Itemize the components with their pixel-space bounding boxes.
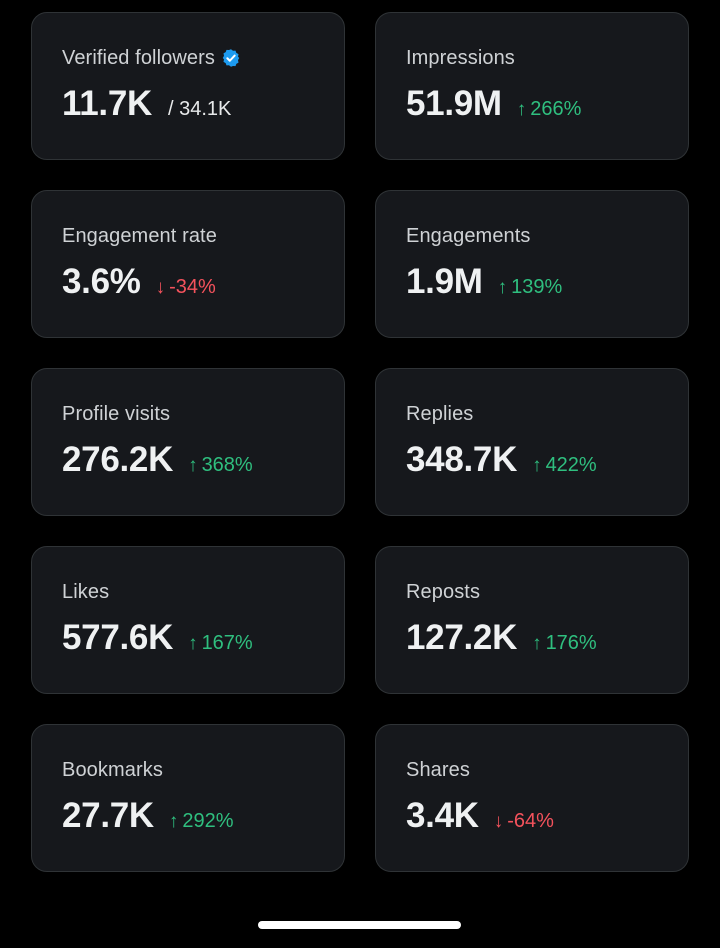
- value-row: 27.7K ↑ 292%: [62, 796, 344, 836]
- metric-total: / 34.1K: [167, 98, 232, 120]
- arrow-up-icon: ↑: [516, 99, 527, 120]
- card-impressions[interactable]: Impressions 51.9M ↑ 266%: [375, 12, 689, 160]
- value-row: 11.7K / 34.1K: [62, 84, 344, 124]
- metric-value: 577.6K: [62, 618, 174, 657]
- metric-change: ↑ 176%: [532, 632, 597, 655]
- arrow-down-icon: ↓: [155, 277, 166, 298]
- arrow-up-icon: ↑: [532, 455, 542, 476]
- change-percent: -34%: [169, 276, 216, 298]
- metric-change: ↑ 266%: [517, 98, 582, 121]
- arrow-up-icon: ↑: [188, 633, 198, 654]
- change-percent: 139%: [511, 276, 563, 298]
- card-verified-followers[interactable]: Verified followers 11.7K / 34.1K: [31, 12, 345, 160]
- change-percent: 176%: [545, 632, 597, 654]
- arrow-down-icon: ↓: [493, 811, 504, 832]
- card-shares[interactable]: Shares 3.4K ↓ -64%: [375, 724, 689, 872]
- value-row: 3.6% ↓ -34%: [62, 262, 344, 302]
- value-row: 3.4K ↓ -64%: [406, 796, 688, 836]
- change-percent: 167%: [201, 632, 253, 654]
- metric-change: ↓ -64%: [494, 810, 554, 833]
- card-replies[interactable]: Replies 348.7K ↑ 422%: [375, 368, 689, 516]
- metric-change: ↓ -34%: [156, 276, 216, 299]
- card-engagement-rate[interactable]: Engagement rate 3.6% ↓ -34%: [31, 190, 345, 338]
- arrow-up-icon: ↑: [497, 277, 508, 298]
- metric-value: 3.4K: [406, 796, 479, 835]
- card-profile-visits[interactable]: Profile visits 276.2K ↑ 368%: [31, 368, 345, 516]
- value-row: 348.7K ↑ 422%: [406, 440, 688, 480]
- arrow-up-icon: ↑: [188, 455, 198, 476]
- card-label-row: Verified followers: [62, 46, 344, 70]
- metric-change: ↑ 292%: [169, 810, 234, 833]
- verified-badge-icon: [221, 48, 241, 68]
- change-percent: 422%: [545, 454, 597, 476]
- card-label: Shares: [406, 759, 470, 781]
- card-label: Replies: [406, 403, 474, 425]
- metric-change: ↑ 422%: [532, 454, 597, 477]
- metric-value: 348.7K: [406, 440, 518, 479]
- change-percent: -64%: [507, 810, 554, 832]
- metric-change: ↑ 167%: [188, 632, 253, 655]
- card-label: Bookmarks: [62, 759, 163, 781]
- change-percent: 266%: [530, 98, 582, 120]
- change-percent: 368%: [201, 454, 253, 476]
- metric-value: 276.2K: [62, 440, 174, 479]
- card-engagements[interactable]: Engagements 1.9M ↑ 139%: [375, 190, 689, 338]
- home-indicator[interactable]: [258, 921, 461, 929]
- metric-value: 1.9M: [406, 262, 483, 301]
- value-row: 577.6K ↑ 167%: [62, 618, 344, 658]
- value-row: 51.9M ↑ 266%: [406, 84, 688, 124]
- value-row: 127.2K ↑ 176%: [406, 618, 688, 658]
- card-label: Engagements: [406, 225, 531, 247]
- metric-value: 11.7K: [62, 84, 152, 123]
- change-percent: 292%: [182, 810, 234, 832]
- card-label: Likes: [62, 581, 110, 603]
- card-label: Verified followers: [62, 47, 215, 69]
- metric-value: 127.2K: [406, 618, 518, 657]
- card-label: Reposts: [406, 581, 481, 603]
- metric-change: ↑ 139%: [498, 276, 563, 299]
- card-likes[interactable]: Likes 577.6K ↑ 167%: [31, 546, 345, 694]
- card-label: Impressions: [406, 47, 515, 69]
- metric-value: 3.6%: [62, 262, 141, 301]
- metrics-grid: Verified followers 11.7K / 34.1K Impress…: [31, 12, 689, 872]
- card-reposts[interactable]: Reposts 127.2K ↑ 176%: [375, 546, 689, 694]
- card-label: Profile visits: [62, 403, 171, 425]
- card-bookmarks[interactable]: Bookmarks 27.7K ↑ 292%: [31, 724, 345, 872]
- arrow-up-icon: ↑: [168, 811, 179, 832]
- metric-value: 27.7K: [62, 796, 154, 835]
- card-label: Engagement rate: [62, 225, 217, 247]
- value-row: 276.2K ↑ 368%: [62, 440, 344, 480]
- arrow-up-icon: ↑: [532, 633, 542, 654]
- metric-value: 51.9M: [406, 84, 502, 123]
- value-row: 1.9M ↑ 139%: [406, 262, 688, 302]
- metric-change: ↑ 368%: [188, 454, 253, 477]
